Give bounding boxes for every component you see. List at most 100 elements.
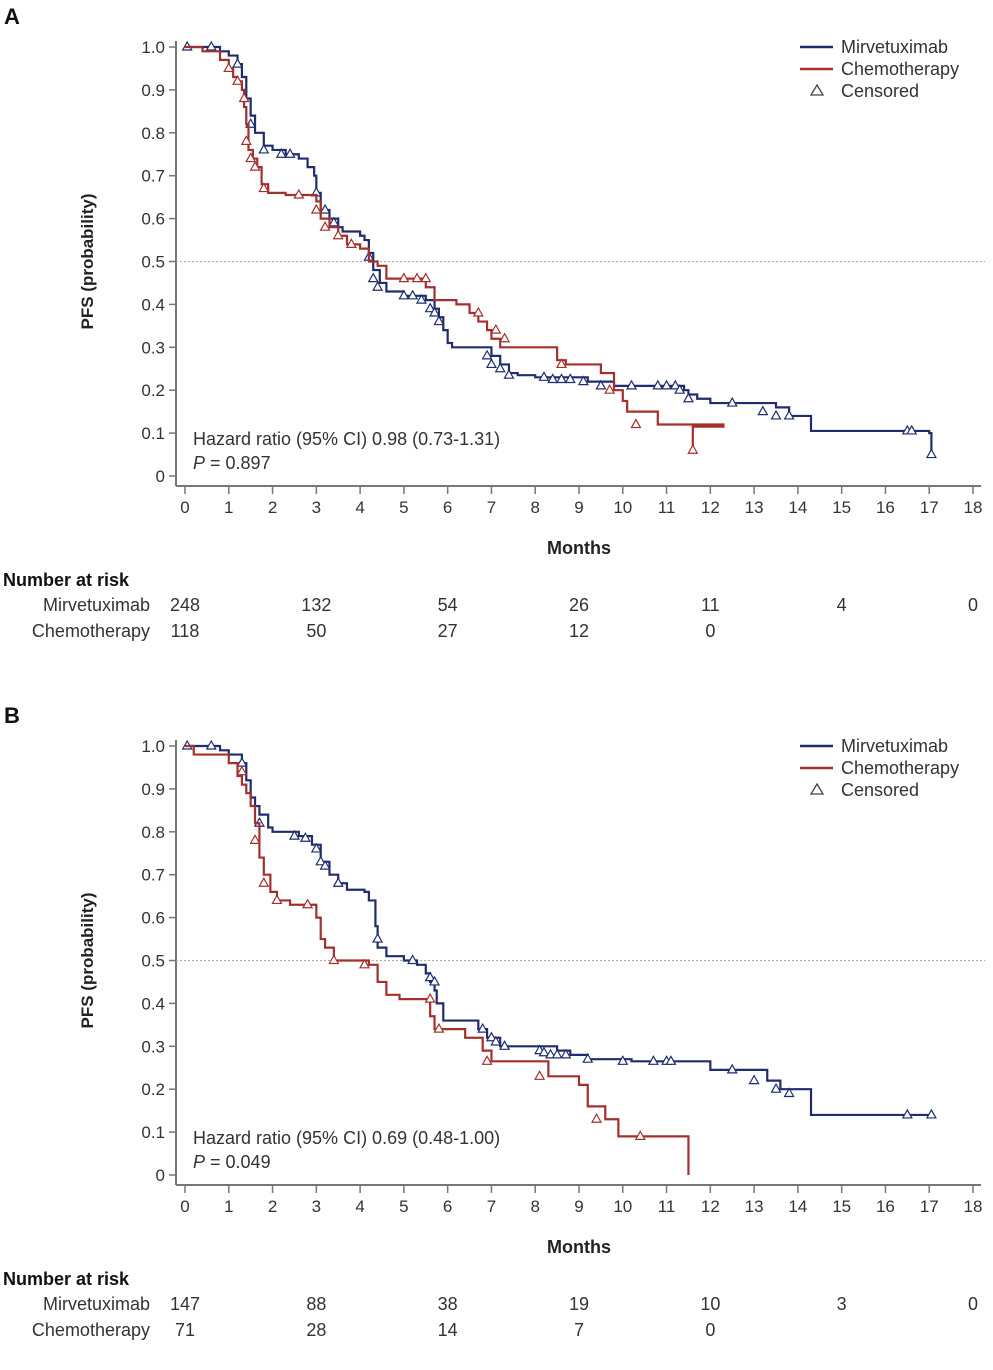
censored-marker (293, 188, 305, 199)
censored-marker (538, 371, 550, 381)
x-tick-label: 6 (443, 498, 452, 517)
censored-marker (358, 958, 371, 969)
risk-row-label: Mirvetuximab (42, 595, 150, 615)
y-tick-label: 0.2 (141, 1080, 165, 1099)
risk-value: 132 (301, 595, 332, 615)
legend-label: Censored (841, 81, 919, 101)
x-tick-label: 6 (443, 1197, 452, 1216)
censored-marker (577, 375, 589, 386)
censored-marker (560, 1048, 572, 1059)
x-tick-label: 4 (355, 1197, 364, 1216)
x-tick-label: 7 (487, 498, 496, 517)
x-tick-label: 3 (312, 1197, 321, 1216)
x-tick-label: 17 (920, 1197, 939, 1216)
censored-marker (240, 135, 252, 145)
censored-marker (564, 373, 576, 384)
risk-value: 11 (700, 595, 720, 615)
censored-marker (345, 238, 357, 248)
censored-marker (424, 971, 436, 982)
censored-marker (407, 954, 419, 965)
censored-marker (288, 829, 300, 840)
censored-marker (925, 1108, 937, 1119)
x-tick-label: 5 (399, 498, 408, 517)
y-tick-label: 0.3 (141, 1037, 165, 1056)
censored-marker (634, 1130, 646, 1140)
censored-marker (490, 1035, 502, 1046)
panel-a: A 0 0.1 0.2 0.3 0.4 0.5 0.6 0.7 0.8 0.9 1.0 0 1 2 3 4 5 6… (0, 0, 993, 671)
x-tick-label: 1 (224, 1197, 233, 1216)
censored-marker (319, 220, 331, 231)
x-tick-label: 18 (964, 1197, 983, 1216)
censored-marker (205, 739, 217, 750)
y-tick-label: 0.1 (141, 424, 165, 443)
censored-marker (275, 148, 287, 158)
x-tick-label: 13 (745, 498, 764, 517)
censored-marker (481, 1055, 493, 1065)
risk-value: 147 (169, 1294, 201, 1314)
risk-value: 26 (568, 595, 590, 615)
x-tick-label: 18 (964, 498, 983, 517)
censored-marker (499, 332, 511, 343)
p-value-annotation: P = 0.049 (193, 1152, 271, 1172)
x-tick-label: 14 (788, 498, 807, 517)
censored-marker (315, 855, 327, 866)
x-tick-label: 15 (832, 1197, 851, 1216)
censored-marker (420, 272, 432, 283)
censored-marker (757, 405, 769, 416)
censored-marker (232, 75, 244, 85)
censored-marker (748, 1074, 760, 1085)
x-axis-label: Months (547, 538, 611, 558)
censored-marker (258, 143, 270, 154)
censored-marker (485, 1031, 497, 1042)
risk-value: 19 (568, 1294, 590, 1314)
risk-row-label: Chemotherapy (31, 1320, 150, 1340)
x-tick-label: 17 (920, 498, 939, 517)
censored-marker (617, 1055, 629, 1065)
y-tick-label: 0.7 (141, 167, 165, 186)
censored-marker (258, 877, 270, 887)
censored-marker (783, 1087, 795, 1098)
censored-marker (472, 306, 484, 317)
censored-marker (547, 373, 559, 384)
censored-marker (245, 152, 257, 163)
censored-marker (665, 1055, 677, 1065)
censored-marker (238, 92, 250, 103)
censored-marker (726, 396, 738, 407)
x-tick-label: 12 (701, 1197, 720, 1216)
x-tick-label: 11 (658, 1197, 676, 1216)
p-value: = 0.049 (205, 1152, 271, 1172)
censored-legend-icon (809, 83, 825, 96)
x-tick-label: 3 (312, 498, 321, 517)
censored-marker (555, 373, 568, 384)
risk-row-label: Mirvetuximab (42, 1294, 150, 1314)
p-symbol: P (193, 1152, 205, 1172)
p-symbol: P (193, 453, 205, 473)
censored-marker (302, 898, 314, 909)
risk-value: 28 (306, 1320, 327, 1340)
censored-marker (415, 293, 427, 304)
censored-marker (481, 349, 493, 360)
y-tick-label: 0.6 (141, 210, 165, 229)
risk-value: 0 (705, 1320, 716, 1340)
censored-marker (555, 358, 568, 369)
censored-marker (499, 1040, 511, 1050)
censored-marker (901, 1108, 913, 1119)
risk-value: 88 (306, 1294, 327, 1314)
censored-marker (604, 383, 616, 394)
p-value-annotation: P = 0.897 (193, 453, 271, 473)
y-tick-label: 1.0 (141, 737, 165, 756)
risk-value: 0 (967, 1294, 979, 1314)
y-tick-label: 0.4 (141, 295, 165, 314)
censored-marker (647, 1055, 659, 1065)
x-tick-label: 14 (788, 1197, 807, 1216)
y-tick-label: 0.9 (141, 81, 165, 100)
y-tick-label: 1.0 (141, 38, 165, 57)
censored-marker (407, 289, 419, 300)
y-tick-label: 0.8 (141, 124, 165, 143)
risk-value: 3 (836, 1294, 847, 1314)
censored-marker (503, 368, 515, 379)
hazard-ratio-annotation: Hazard ratio (95% CI) 0.69 (0.48-1.00) (193, 1128, 500, 1148)
legend-label: Mirvetuximab (841, 736, 948, 756)
p-value: = 0.897 (205, 453, 271, 473)
